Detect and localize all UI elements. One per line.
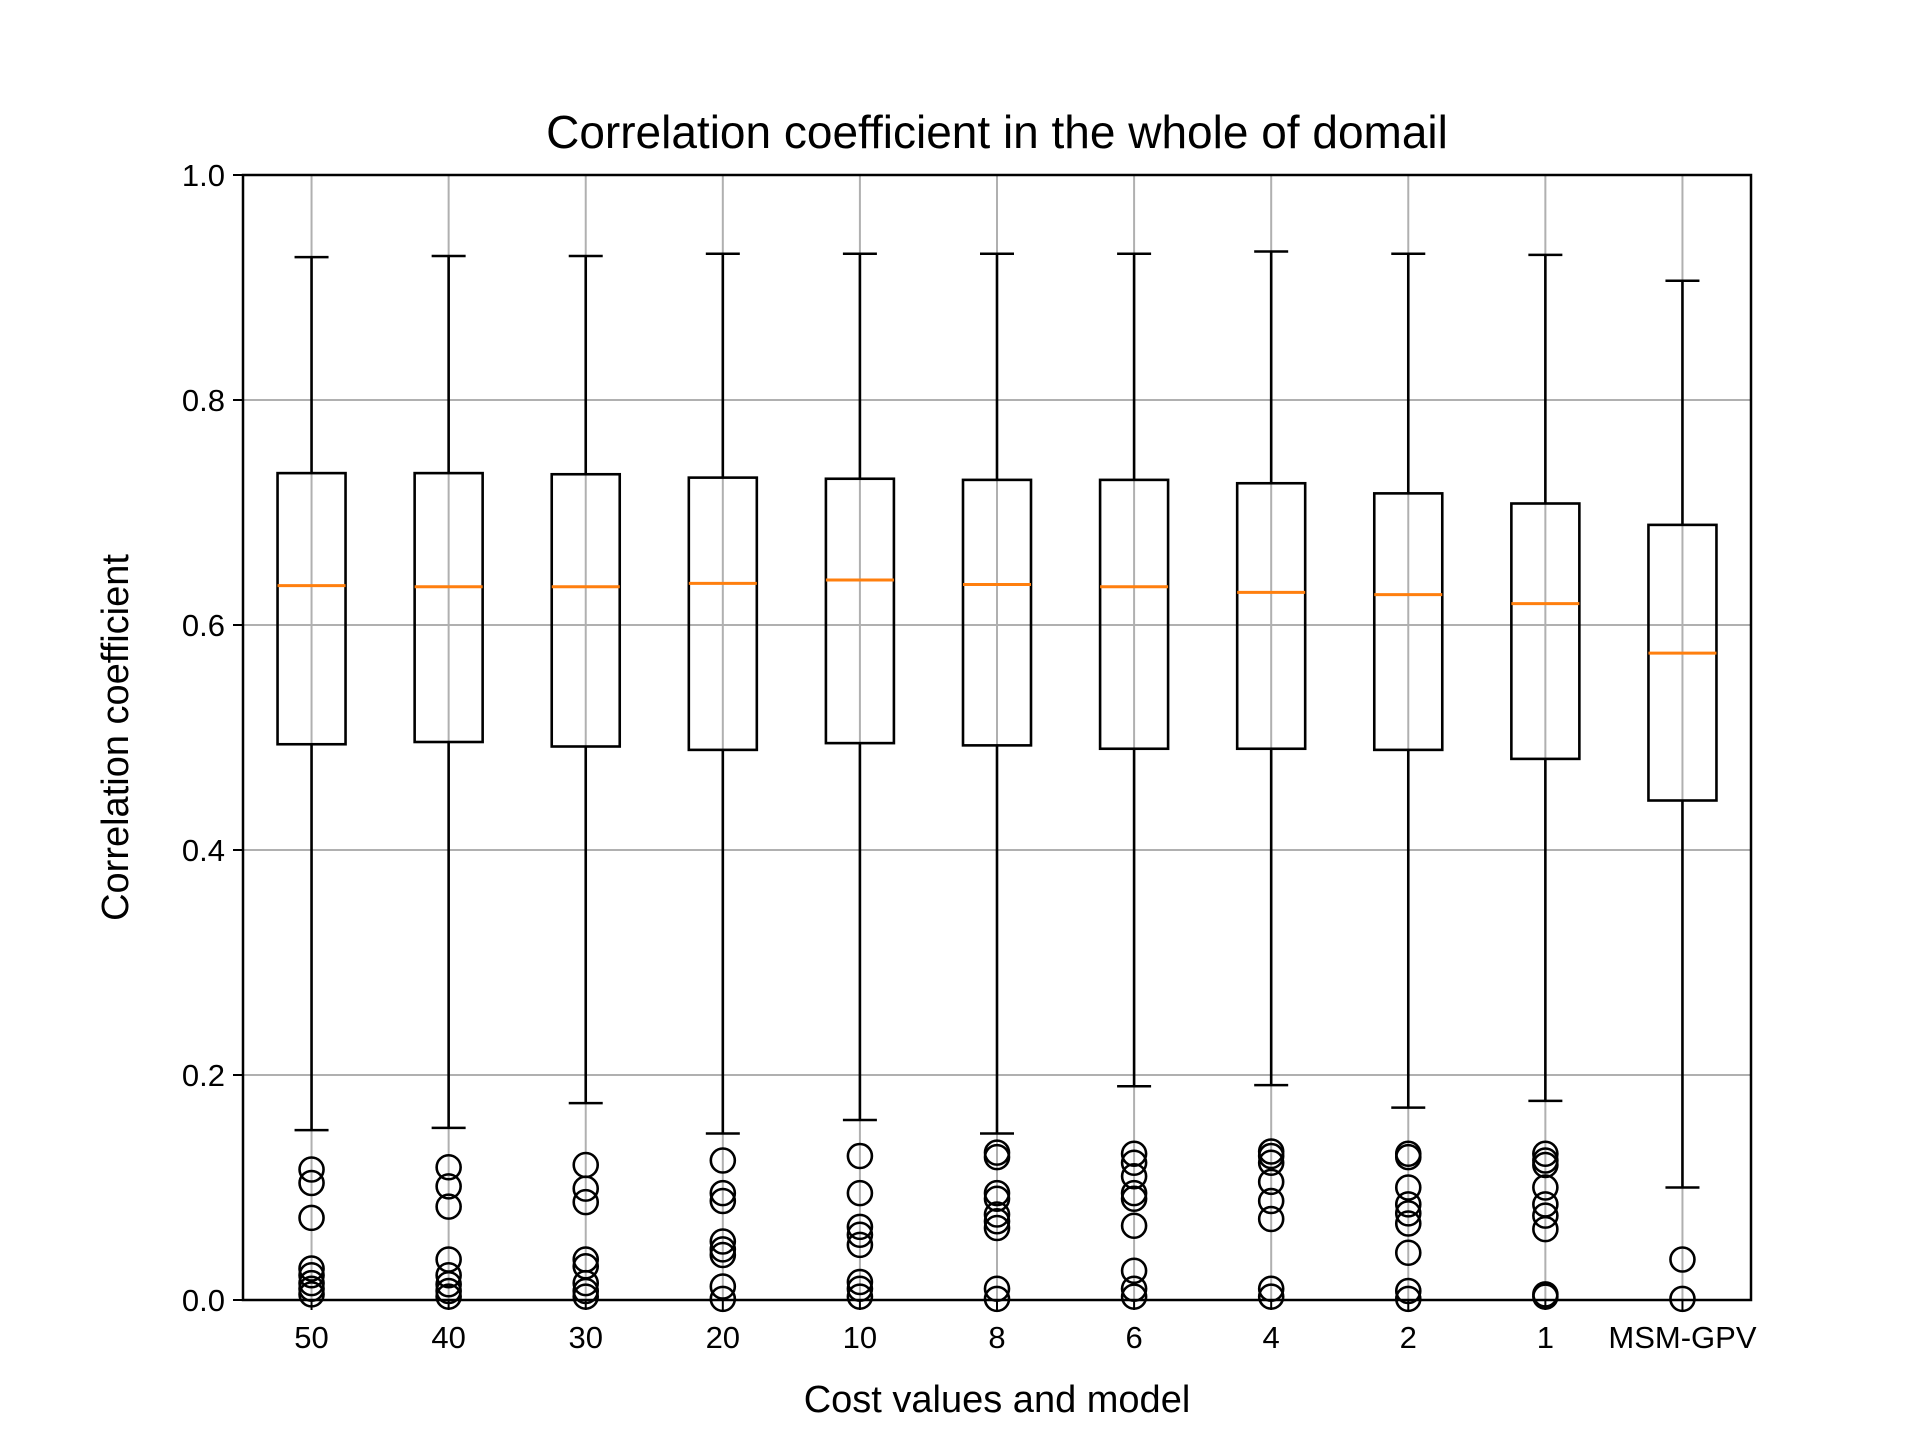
outlier-point: [1120, 1149, 1148, 1177]
box-2: [1372, 252, 1444, 1313]
iqr-box: [1510, 502, 1581, 761]
x-tick-label: 20: [706, 1320, 740, 1355]
iqr-box: [687, 476, 759, 752]
outlier-point: [1394, 1174, 1422, 1201]
axis-ticks: 0.0 0.2 0.4 0.6 0.8 1.0 50 40 30 20 10 8 6 4 2 1 MSM-GPV: [182, 158, 1757, 1355]
x-tick-label: 1: [1537, 1320, 1554, 1355]
box-1: [1510, 253, 1581, 1310]
outlier-point: [709, 1228, 737, 1255]
outlier-point: [1669, 1246, 1696, 1273]
outlier-point: [983, 1201, 1011, 1228]
x-tick-label: 10: [843, 1320, 877, 1355]
outlier-point: [435, 1270, 462, 1298]
x-tick-label: 4: [1263, 1320, 1280, 1355]
x-tick-label: 2: [1400, 1320, 1417, 1355]
outlier-point: [1394, 1200, 1422, 1227]
outlier-point: [983, 1214, 1011, 1242]
outlier-point: [1120, 1212, 1148, 1240]
outlier-point: [1394, 1210, 1422, 1237]
outlier-point: [435, 1153, 462, 1181]
outlier-point: [298, 1156, 325, 1183]
outlier-point: [435, 1193, 462, 1220]
iqr-box: [1098, 478, 1170, 751]
outlier-point: [1257, 1149, 1285, 1177]
outlier-point: [709, 1179, 737, 1207]
x-tick-label: MSM-GPV: [1608, 1320, 1756, 1355]
x-tick-label: 8: [988, 1320, 1005, 1355]
x-tick-label: 30: [568, 1320, 602, 1355]
outlier-point: [1394, 1239, 1422, 1267]
iqr-box: [824, 477, 896, 745]
box-30: [550, 254, 622, 1310]
outlier-point: [983, 1207, 1011, 1235]
outlier-point: [1532, 1151, 1559, 1179]
outlier-point: [298, 1204, 325, 1232]
outlier-point: [709, 1241, 737, 1269]
outlier-point: [572, 1188, 600, 1216]
outlier-point: [846, 1231, 874, 1259]
y-tick-label: 0.8: [182, 383, 225, 418]
outlier-point: [572, 1269, 600, 1297]
outlier-point: [709, 1187, 737, 1215]
outlier-point: [846, 1179, 874, 1207]
outlier-point: [1257, 1168, 1285, 1196]
outlier-point: [709, 1273, 737, 1300]
outlier-point: [846, 1221, 874, 1249]
outlier-point: [298, 1169, 325, 1197]
outlier-point: [435, 1173, 462, 1200]
outlier-point: [846, 1213, 874, 1241]
x-tick-label: 50: [294, 1320, 328, 1355]
iqr-box: [276, 471, 347, 746]
outlier-point: [1257, 1205, 1285, 1233]
outlier-point: [846, 1142, 874, 1170]
y-tick-label: 0.4: [182, 833, 225, 868]
outlier-point: [1120, 1257, 1148, 1285]
outlier-point: [1532, 1174, 1559, 1201]
box-40: [413, 254, 484, 1310]
y-tick-label: 0.0: [182, 1283, 225, 1318]
outlier-point: [1120, 1162, 1148, 1190]
iqr-box: [550, 472, 622, 748]
outlier-point: [298, 1255, 325, 1282]
x-tick-label: 6: [1125, 1320, 1142, 1355]
iqr-box: [413, 471, 484, 744]
outlier-point: [572, 1175, 600, 1202]
outlier-point: [298, 1261, 325, 1289]
x-axis-label: Cost values and model: [804, 1379, 1191, 1421]
outlier-point: [983, 1143, 1011, 1171]
y-tick-label: 1.0: [182, 158, 225, 193]
box-MSM-GPV: [1647, 279, 1718, 1313]
iqr-box: [1647, 523, 1718, 802]
outlier-point: [1532, 1202, 1559, 1229]
y-tick-label: 0.6: [182, 608, 225, 643]
y-tick-label: 0.2: [182, 1058, 225, 1093]
outlier-point: [1532, 1140, 1559, 1168]
iqr-box: [1235, 481, 1307, 751]
box-4: [1235, 250, 1307, 1310]
iqr-box: [961, 478, 1033, 747]
chart-title: Correlation coefficient in the whole of …: [546, 106, 1448, 158]
outlier-point: [1532, 1215, 1559, 1243]
outlier-point: [1120, 1140, 1148, 1168]
box-6: [1098, 252, 1170, 1310]
box-50: [276, 255, 347, 1308]
x-tick-label: 40: [431, 1320, 465, 1355]
outlier-point: [846, 1268, 874, 1296]
y-axis-label: Correlation coefficient: [95, 554, 137, 921]
outlier-point: [983, 1185, 1011, 1213]
outlier-point: [1120, 1185, 1148, 1213]
outlier-point: [1257, 1187, 1285, 1215]
outlier-point: [1257, 1142, 1285, 1170]
outlier-point: [1394, 1143, 1422, 1171]
outlier-point: [709, 1147, 737, 1174]
outlier-point: [1394, 1191, 1422, 1218]
iqr-box: [1372, 492, 1444, 752]
outlier-point: [435, 1261, 462, 1289]
